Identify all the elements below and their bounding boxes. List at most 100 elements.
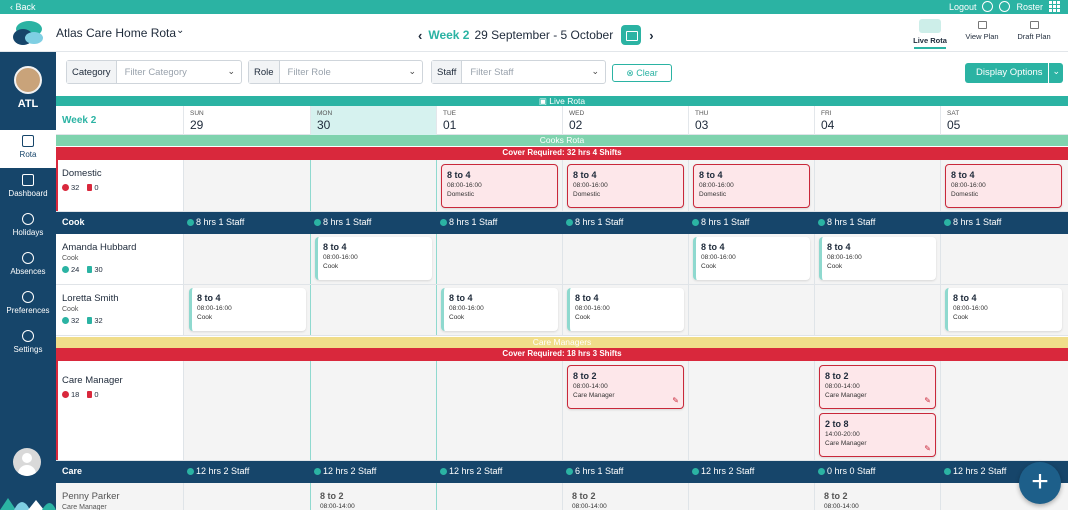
gear-icon[interactable] [999,1,1011,12]
staff-filter[interactable]: Staff Filter Staff ⌄ [431,60,606,84]
filter-bar: Category Filter Category ⌄ Role Filter Ro… [56,52,1068,94]
edit-icon[interactable]: ✎ [672,396,679,405]
cooks-cover-required-band: Cover Required: 32 hrs 4 Shifts [56,147,1068,160]
logout-link[interactable]: Logout [948,1,977,12]
clock-icon [314,219,321,226]
week-label: Week 2 [428,28,470,42]
shift-card[interactable]: 8 to 4 08:00-16:00 Domestic [441,164,558,208]
week-header-row: Week 2 SUN 29 MON 30 TUE 01 WED 02 THU 03 FRI… [56,106,1068,135]
clock-icon [62,317,69,324]
clear-filters-button[interactable]: ⊗ Clear [612,64,672,82]
clock-icon [62,184,69,191]
clock-icon [62,391,69,398]
shift-card[interactable]: 8 to 2 08:00-14:00 Care Manager ✎ [567,365,684,409]
beach-icon [22,213,34,225]
cooks-rota-band: Cooks Rota [56,135,1068,146]
shift-card[interactable]: 8 to 2 08:00-14:00 [824,491,859,510]
cook-summary-row: Cook 8 hrs 1 Staff 8 hrs 1 Staff 8 hrs 1… [56,212,1068,234]
staff-row-header[interactable]: Amanda Hubbard Cook 24 30 [56,234,183,284]
clock-icon [314,468,321,475]
shift-card[interactable]: 8 to 4 08:00-16:00 Domestic [693,164,810,208]
care-manager-row: Care Manager 18 0 8 to 2 08:00-14:00 Care … [56,361,1068,461]
user-settings-icon [22,291,34,303]
clock-icon [566,468,573,475]
shift-card[interactable]: 8 to 4 08:00-16:00 Cook [189,288,306,331]
shift-card[interactable]: 8 to 4 08:00-16:00 Domestic [945,164,1062,208]
shift-card[interactable]: 2 to 8 14:00-20:00 Care Manager ✎ [819,413,936,457]
page-title[interactable]: Atlas Care Home Rota [56,26,177,40]
display-options-button[interactable]: Display Options ⌄ [965,63,1063,83]
chevron-down-icon[interactable]: ⌄ [1052,66,1060,76]
shift-card[interactable]: 8 to 4 08:00-16:00 Cook [315,237,432,280]
staff-row-header[interactable]: Loretta Smith Cook 32 32 [56,285,183,335]
care-cover-required-band: Cover Required: 18 hrs 3 Shifts [56,348,1068,361]
add-shift-button[interactable]: + [1019,462,1061,504]
staff-filter-label: Staff [432,61,463,83]
shift-card[interactable]: 8 to 4 08:00-16:00 Domestic [567,164,684,208]
user-avatar[interactable] [13,448,41,476]
sidebar-item-settings[interactable]: Settings [0,325,56,363]
category-filter-input[interactable]: Filter Category ⌄ [124,66,235,78]
clock-icon [440,468,447,475]
shift-icon [87,184,93,191]
staff-row-amanda-hubbard: Amanda Hubbard Cook 24 30 8 to 4 08:00-16… [56,234,1068,285]
staff-filter-input[interactable]: Filter Staff ⌄ [470,66,599,78]
sidebar-item-preferences[interactable]: Preferences [0,286,56,324]
shift-card[interactable]: 8 to 4 08:00-16:00 Cook [567,288,684,331]
staff-row-penny-parker: Penny Parker Care Manager 8 to 2 08:00-14… [56,483,1068,510]
week-label: Week 2 [62,115,97,126]
view-plan-button[interactable]: View Plan [956,17,1008,49]
staff-row-header[interactable]: Penny Parker Care Manager [56,483,183,510]
people-icon [22,252,34,264]
clock-icon [692,219,699,226]
live-rota-view-button[interactable]: Live Rota [904,17,956,49]
shift-card[interactable]: 8 to 4 08:00-16:00 Cook [693,237,810,280]
shift-card[interactable]: 8 to 4 08:00-16:00 Cook [819,237,936,280]
chevron-down-icon: ⌄ [408,66,416,76]
shift-card[interactable]: 8 to 2 08:00-14:00 [572,491,607,510]
apps-grid-icon[interactable] [1049,1,1060,12]
staff-row-loretta-smith: Loretta Smith Cook 32 32 8 to 4 08:00-16:… [56,285,1068,336]
care-summary-row: Care 12 hrs 2 Staff 12 hrs 2 Staff 12 hr… [56,461,1068,483]
clock-icon [187,219,194,226]
sidebar-item-dashboard[interactable]: Dashboard [0,169,56,207]
category-filter-label: Category [67,61,117,83]
category-filter[interactable]: Category Filter Category ⌄ [66,60,242,84]
sidebar-item-rota[interactable]: Rota [0,130,56,168]
next-week-icon[interactable]: › [649,27,654,43]
clock-icon [818,468,825,475]
day-header-fri: FRI 04 [814,106,940,135]
header: Atlas Care Home Rota ⌄ ‹ Week 2 29 Septe… [0,14,1068,52]
shift-card[interactable]: 8 to 4 08:00-16:00 Cook [945,288,1062,331]
pencil-icon [1029,21,1039,29]
live-rota-icon [919,19,941,33]
back-link[interactable]: ‹ Back [10,2,36,12]
edit-icon[interactable]: ✎ [924,444,931,453]
clock-icon [187,468,194,475]
shift-card[interactable]: 8 to 2 08:00-14:00 [320,491,355,510]
role-filter-input[interactable]: Filter Role ⌄ [287,66,416,78]
prev-week-icon[interactable]: ‹ [418,27,423,43]
edit-icon[interactable]: ✎ [924,396,931,405]
sidebar-item-holidays[interactable]: Holidays [0,208,56,246]
sidebar-item-absences[interactable]: Absences [0,247,56,285]
gear-icon [22,330,34,342]
day-header-tue: TUE 01 [436,106,562,135]
org-avatar[interactable] [14,66,42,94]
app-logo [13,21,43,45]
calendar-icon[interactable] [621,25,642,45]
roster-link[interactable]: Roster [1016,1,1043,12]
logout-icon[interactable] [982,1,994,12]
clock-icon [692,468,699,475]
sidebar: ATL Rota Dashboard Holidays Absences Pre… [0,52,56,510]
chevron-down-icon: ⌄ [591,66,599,76]
day-header-thu: THU 03 [688,106,814,135]
live-rota-band: ▣ Live Rota [56,96,1068,106]
date-range: 29 September - 5 October [474,28,614,42]
chevron-down-icon[interactable]: ⌄ [176,25,185,36]
shift-card[interactable]: 8 to 4 08:00-16:00 Cook [441,288,558,331]
calendar-icon [22,135,34,147]
shift-card[interactable]: 8 to 2 08:00-14:00 Care Manager ✎ [819,365,936,409]
role-filter[interactable]: Role Filter Role ⌄ [248,60,423,84]
draft-plan-button[interactable]: Draft Plan [1008,17,1060,49]
